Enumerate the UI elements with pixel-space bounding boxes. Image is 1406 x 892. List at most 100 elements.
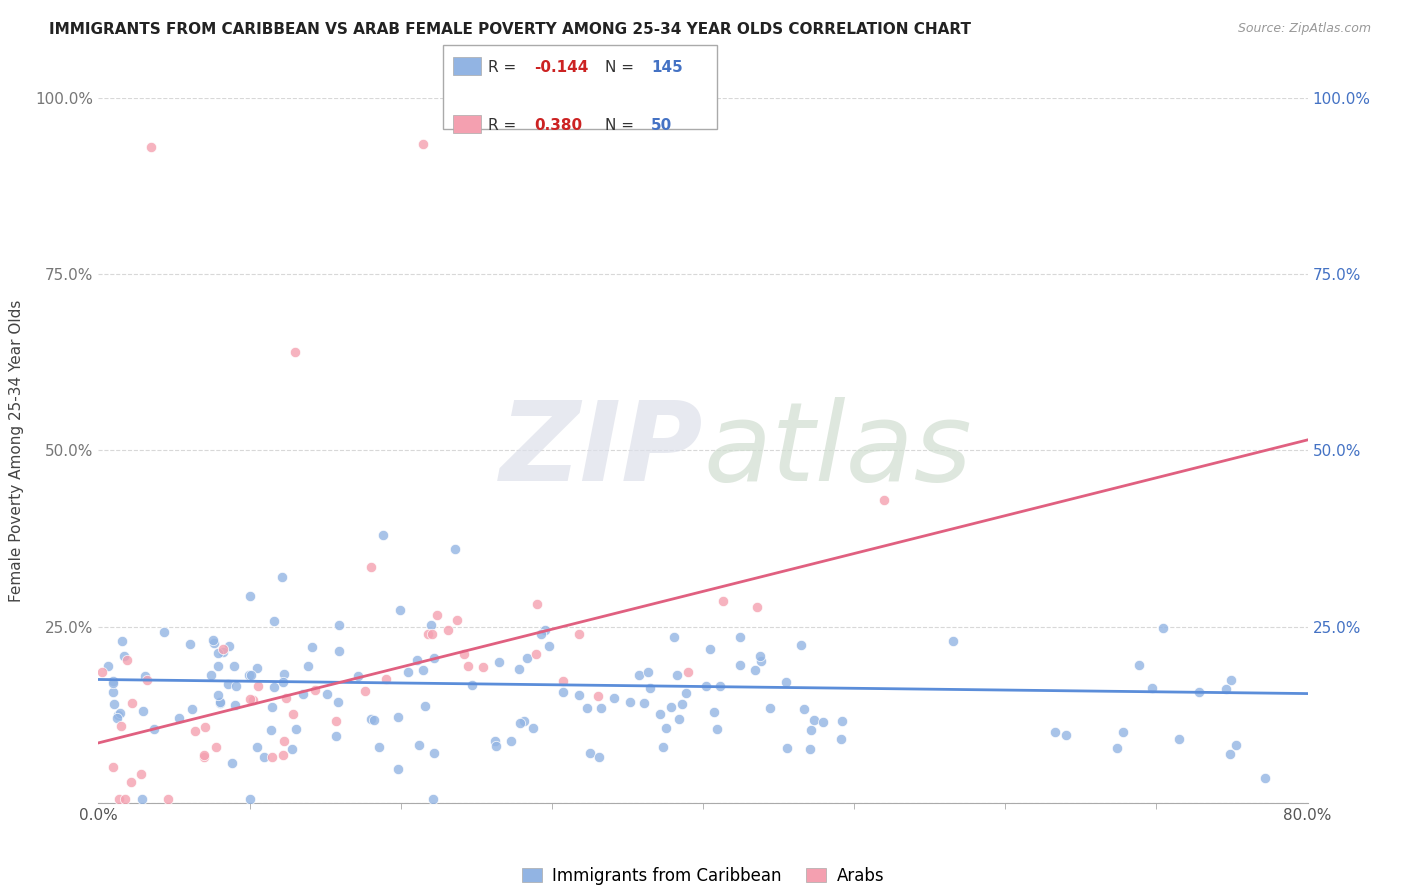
Point xyxy=(326,695,349,709)
Point xyxy=(222,658,245,673)
Point xyxy=(513,714,536,729)
Point xyxy=(209,695,232,709)
Text: R =: R = xyxy=(488,60,522,75)
Point xyxy=(152,624,174,639)
Point xyxy=(101,673,124,688)
Point xyxy=(444,542,467,557)
Point xyxy=(422,746,444,760)
Point xyxy=(193,750,215,764)
Point xyxy=(776,740,799,755)
Point xyxy=(665,668,688,682)
Point xyxy=(419,618,441,632)
Point xyxy=(347,669,370,683)
Point xyxy=(245,660,267,674)
Point xyxy=(422,792,444,806)
Point xyxy=(209,696,232,710)
Point xyxy=(260,750,283,764)
Point xyxy=(207,646,229,660)
Point xyxy=(263,614,285,628)
Text: IMMIGRANTS FROM CARIBBEAN VS ARAB FEMALE POVERTY AMONG 25-34 YEAR OLDS CORRELATI: IMMIGRANTS FROM CARIBBEAN VS ARAB FEMALE… xyxy=(49,22,972,37)
Point xyxy=(423,651,446,665)
Point xyxy=(260,723,283,738)
Point xyxy=(97,659,120,673)
Text: atlas: atlas xyxy=(703,397,972,504)
Point xyxy=(575,700,598,714)
Point xyxy=(1043,724,1066,739)
Point xyxy=(406,652,429,666)
Point xyxy=(803,713,825,727)
Point xyxy=(747,600,769,615)
Point xyxy=(485,739,508,753)
Point xyxy=(437,623,460,637)
Point xyxy=(217,677,239,691)
Point xyxy=(759,700,782,714)
Point xyxy=(211,645,233,659)
Point xyxy=(484,734,506,748)
Point xyxy=(239,692,262,706)
Point xyxy=(744,663,766,677)
Point xyxy=(588,750,610,764)
Point xyxy=(633,696,655,710)
Point xyxy=(413,699,436,714)
Point xyxy=(713,594,735,608)
Legend: Immigrants from Caribbean, Arabs: Immigrants from Caribbean, Arabs xyxy=(515,861,891,892)
Point xyxy=(830,732,852,747)
Point xyxy=(273,734,295,748)
Point xyxy=(105,711,128,725)
Point xyxy=(1219,747,1241,761)
Point xyxy=(280,742,302,756)
Point xyxy=(108,706,131,720)
Point xyxy=(375,672,398,686)
Point xyxy=(1254,771,1277,785)
Point xyxy=(396,665,419,679)
Point xyxy=(284,344,307,359)
Point xyxy=(508,662,530,676)
Point xyxy=(121,696,143,710)
Point xyxy=(101,685,124,699)
Point xyxy=(638,681,661,695)
Point xyxy=(224,698,246,712)
Point xyxy=(526,597,548,611)
Point xyxy=(1054,728,1077,742)
Point xyxy=(363,714,385,728)
Point xyxy=(706,722,728,736)
Point xyxy=(301,640,323,654)
Point xyxy=(619,696,641,710)
Y-axis label: Female Poverty Among 25-34 Year Olds: Female Poverty Among 25-34 Year Olds xyxy=(10,300,24,601)
Point xyxy=(207,688,229,702)
Point xyxy=(281,706,304,721)
Point xyxy=(207,658,229,673)
Point xyxy=(659,700,682,714)
Text: N =: N = xyxy=(605,60,638,75)
Point xyxy=(253,750,276,764)
Text: 50: 50 xyxy=(651,118,672,133)
Point xyxy=(872,492,894,507)
Point xyxy=(247,679,270,693)
Point xyxy=(387,762,409,776)
Point xyxy=(328,644,350,658)
Point xyxy=(179,637,201,651)
Point xyxy=(790,638,813,652)
Point xyxy=(749,654,772,668)
Point xyxy=(353,684,375,698)
Point xyxy=(111,634,134,648)
Point xyxy=(699,641,721,656)
Point xyxy=(412,663,434,677)
Point xyxy=(108,792,131,806)
Text: 145: 145 xyxy=(651,60,683,75)
Point xyxy=(273,747,295,762)
Point xyxy=(664,630,686,644)
Point xyxy=(193,748,215,763)
Point xyxy=(942,634,965,648)
Point xyxy=(651,740,673,755)
Point xyxy=(131,792,153,806)
Point xyxy=(675,686,697,700)
Point xyxy=(1168,732,1191,747)
Point xyxy=(202,632,225,647)
Point xyxy=(426,607,449,622)
Point xyxy=(360,712,382,726)
Point xyxy=(453,647,475,661)
Point xyxy=(132,704,155,718)
Point xyxy=(1112,724,1135,739)
Point xyxy=(578,746,600,760)
